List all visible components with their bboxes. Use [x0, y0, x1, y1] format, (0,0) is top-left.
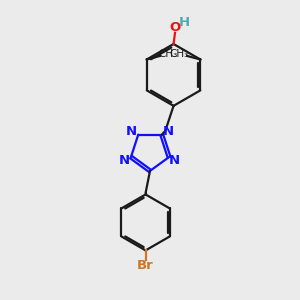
Text: Br: Br: [137, 259, 154, 272]
Text: O: O: [169, 21, 181, 34]
Text: N: N: [169, 154, 180, 167]
Text: N: N: [126, 125, 137, 138]
Text: CH₃: CH₃: [169, 49, 189, 59]
Text: N: N: [163, 125, 174, 138]
Text: H: H: [179, 16, 190, 29]
Text: N: N: [119, 154, 130, 166]
Text: CH₃: CH₃: [158, 49, 178, 59]
